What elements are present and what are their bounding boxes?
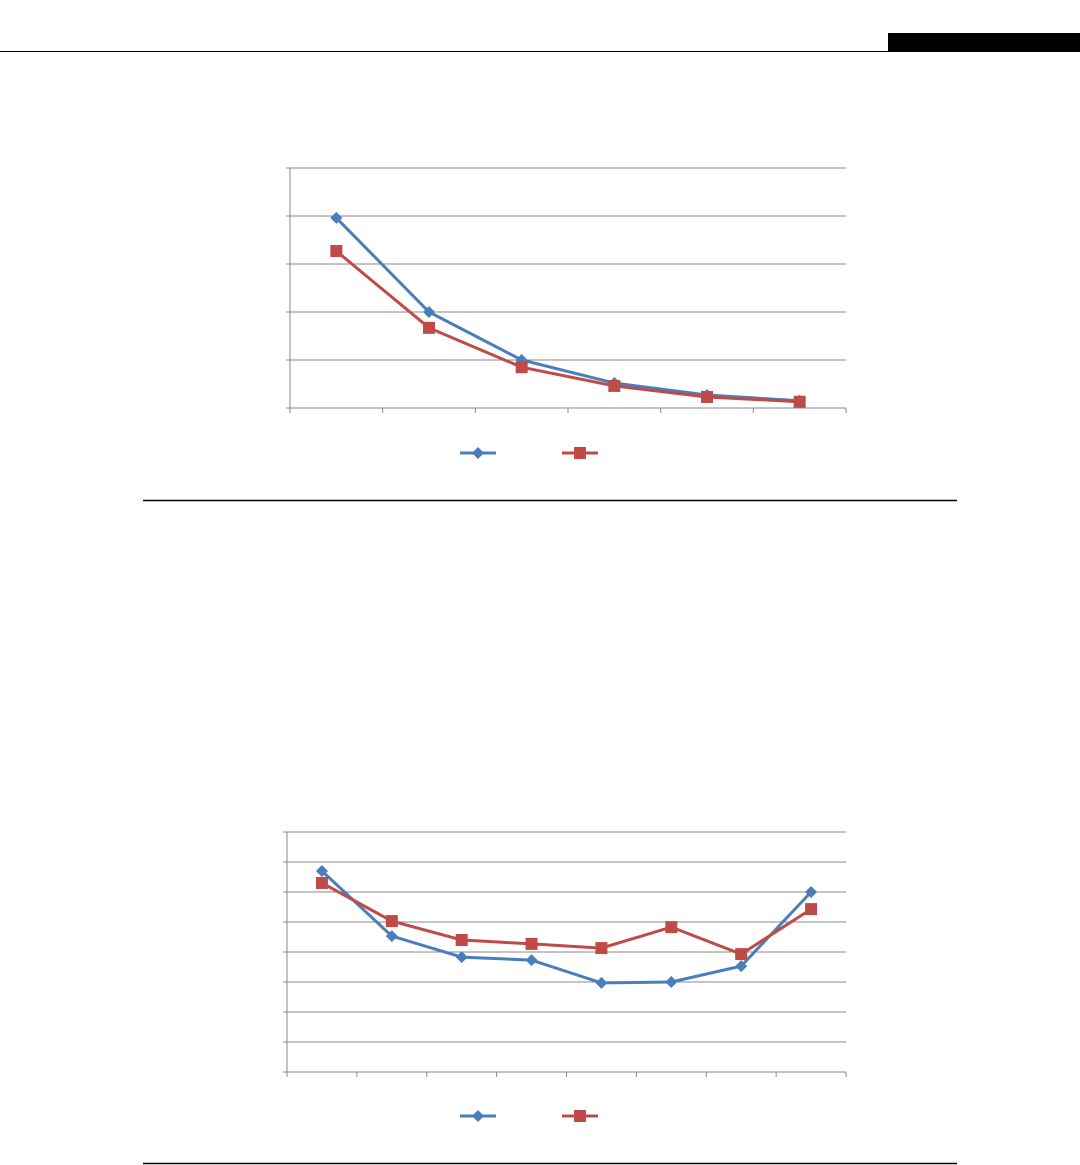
marker [805,886,818,898]
marker [525,954,538,967]
header-block [888,33,1080,51]
marker [595,942,608,955]
marker [515,361,528,374]
marker [385,930,398,943]
legend-marker [574,1110,586,1122]
legend-marker [472,447,484,459]
marker [315,865,328,877]
marker [455,934,468,946]
series-line [335,216,800,403]
marker [385,915,398,928]
marker [423,321,435,334]
marker [665,921,678,934]
marker [330,211,343,224]
marker [595,976,608,989]
marker [455,951,468,964]
legend-marker [472,1110,484,1122]
marker [315,877,328,889]
marker [805,903,818,916]
marker [330,245,343,258]
marker [701,390,713,403]
legend-marker [574,447,586,459]
series-line [335,249,800,404]
series-line [320,869,813,985]
marker [525,937,538,950]
marker [665,976,678,988]
series-line [321,881,812,956]
marker [608,379,621,392]
marker [735,948,748,961]
marker [793,395,806,408]
marker [735,960,748,973]
marker [423,306,435,318]
